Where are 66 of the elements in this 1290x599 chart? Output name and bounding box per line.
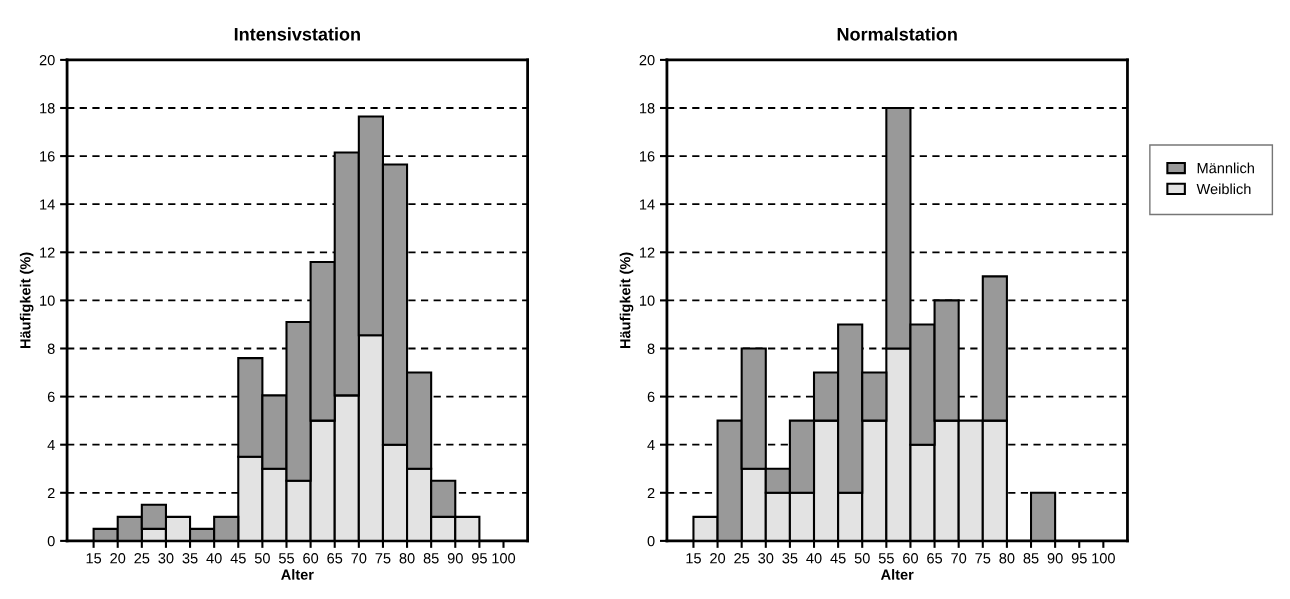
x-tick-label: 70 — [951, 553, 967, 564]
y-tick-label: 8 — [47, 343, 55, 354]
x-tick-label: 40 — [206, 553, 222, 564]
y-tick-label: 12 — [40, 247, 55, 258]
y-tick-label: 6 — [47, 391, 55, 403]
x-tick-label: 75 — [375, 553, 391, 564]
y-tick-label: 14 — [40, 199, 55, 210]
x-tick-label: 80 — [999, 553, 1015, 564]
x-tick-label: 30 — [758, 553, 774, 564]
x-tick-label: 90 — [1047, 553, 1063, 564]
x-tick-label: 100 — [1092, 553, 1115, 564]
legend-label: Männlich — [1197, 162, 1254, 174]
x-tick-label: 50 — [254, 553, 270, 564]
x-tick-label: 95 — [1071, 553, 1087, 564]
x-tick-label: 15 — [86, 553, 102, 564]
y-tick-label: 10 — [640, 295, 655, 306]
y-axis-title: Häufigkeit (%) — [619, 252, 634, 349]
chart-title: Normalstation — [837, 27, 957, 41]
x-tick-label: 45 — [830, 553, 846, 564]
y-tick-label: 6 — [647, 391, 655, 403]
x-tick-label: 100 — [492, 553, 516, 564]
y-tick-label: 2 — [47, 487, 55, 499]
chart-title: Intensivstation — [234, 27, 360, 41]
y-tick-label: 14 — [640, 199, 655, 210]
y-tick-label: 8 — [647, 343, 655, 354]
legend-label: Weiblich — [1196, 183, 1251, 195]
y-tick-label: 0 — [47, 536, 55, 547]
y-tick-label: 10 — [40, 295, 55, 306]
x-tick-label: 55 — [278, 553, 294, 564]
x-tick-label: 95 — [471, 553, 487, 564]
x-tick-label: 65 — [327, 553, 343, 564]
x-tick-label: 85 — [423, 553, 439, 564]
y-tick-label: 18 — [40, 103, 55, 114]
x-tick-label: 50 — [854, 553, 870, 564]
y-tick-label: 18 — [640, 103, 655, 114]
y-tick-label: 4 — [647, 439, 655, 450]
x-tick-label: 20 — [710, 553, 726, 564]
x-tick-label: 85 — [1023, 553, 1039, 564]
x-tick-label: 25 — [134, 553, 150, 564]
x-tick-label: 65 — [927, 553, 943, 564]
y-axis-title: Häufigkeit (%) — [19, 252, 34, 349]
x-tick-label: 70 — [351, 553, 367, 564]
y-tick-label: 12 — [640, 247, 655, 258]
y-tick-label: 20 — [39, 55, 55, 66]
x-tick-label: 60 — [303, 553, 319, 564]
x-tick-label: 90 — [447, 553, 463, 564]
y-tick-label: 16 — [640, 151, 655, 162]
x-tick-label: 35 — [182, 553, 198, 564]
y-tick-label: 16 — [40, 151, 55, 162]
x-tick-label: 55 — [878, 553, 894, 564]
x-tick-label: 40 — [806, 553, 822, 564]
x-tick-label: 30 — [158, 553, 174, 564]
y-tick-label: 2 — [647, 487, 655, 499]
x-tick-label: 15 — [686, 553, 701, 564]
y-tick-label: 0 — [647, 536, 655, 547]
x-tick-label: 35 — [782, 553, 798, 564]
x-tick-label: 20 — [110, 553, 126, 564]
y-tick-label: 20 — [639, 55, 655, 66]
x-tick-label: 45 — [230, 553, 246, 564]
x-tick-label: 80 — [399, 553, 415, 564]
x-tick-label: 60 — [903, 553, 918, 564]
x-tick-label: 75 — [975, 553, 991, 564]
y-tick-label: 4 — [47, 439, 55, 450]
x-tick-label: 25 — [734, 553, 750, 564]
x-axis-title: Alter — [880, 569, 914, 580]
x-axis-title: Alter — [281, 569, 314, 580]
